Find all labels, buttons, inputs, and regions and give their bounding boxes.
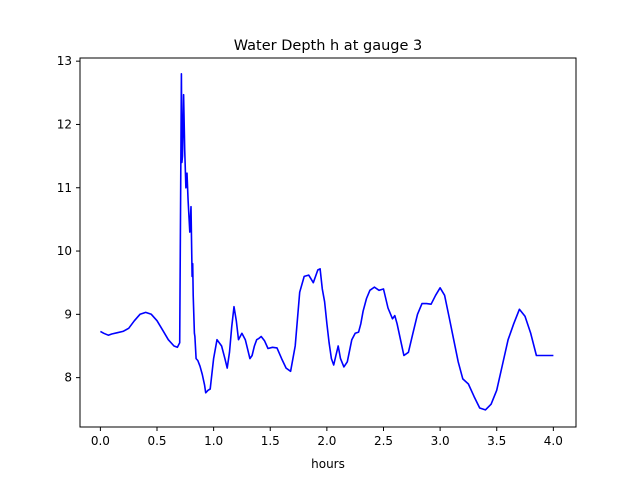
y-axis: 8 9 10 11 12 13	[57, 54, 80, 385]
y-tick-label: 10	[57, 244, 72, 258]
y-tick-label: 12	[57, 117, 72, 131]
x-tick-label: 3.5	[487, 434, 506, 448]
y-tick-label: 8	[64, 371, 72, 385]
series-line-group	[100, 73, 554, 411]
x-tick-label: 4.0	[544, 434, 563, 448]
x-tick-label: 0.0	[91, 434, 110, 448]
x-tick-label: 2.0	[317, 434, 336, 448]
x-tick-label: 2.5	[374, 434, 393, 448]
x-tick-label: 1.5	[261, 434, 280, 448]
x-tick-label: 3.0	[431, 434, 450, 448]
x-axis: 0.0 0.5 1.0 1.5 2.0 2.5 3.0 3.5 4.0	[91, 427, 563, 448]
y-tick-label: 9	[64, 307, 72, 321]
x-tick-label: 0.5	[147, 434, 166, 448]
y-tick-label: 11	[57, 181, 72, 195]
series-line-0	[100, 73, 554, 411]
chart-title: Water Depth h at gauge 3	[234, 38, 422, 54]
x-axis-label: hours	[311, 457, 345, 471]
y-tick-label: 13	[57, 54, 72, 68]
x-tick-label: 1.0	[204, 434, 223, 448]
plot-frame	[79, 57, 577, 428]
